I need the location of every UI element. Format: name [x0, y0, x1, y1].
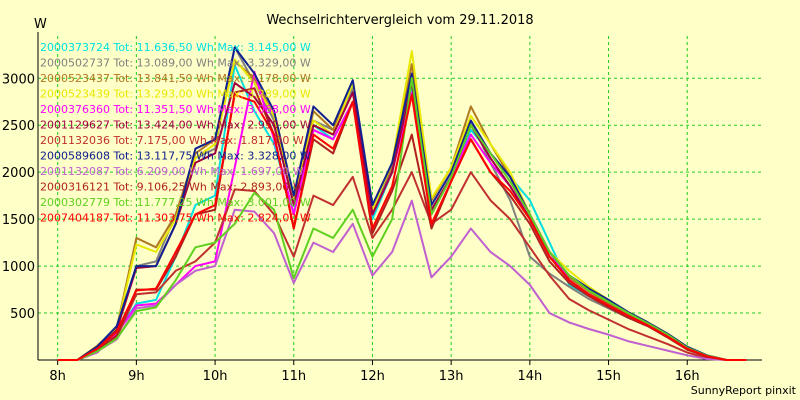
y-tick-label: 2500 [2, 119, 35, 134]
y-tick-label: 2000 [2, 166, 35, 181]
legend-entry-11: 2007404187 Tot: 11.303,75 Wh Max: 2.824,… [40, 212, 311, 225]
legend-entry-3: 2000523439 Tot: 13.293,00 Wh Max: 3.289,… [40, 88, 311, 101]
legend-entry-0: 2000373724 Tot: 11.636,50 Wh Max: 3.145,… [40, 41, 311, 54]
legend-entry-8: 2001132087 Tot: 6.209,00 Wh Max: 1.697,0… [40, 165, 304, 178]
x-tick-label: 13h [439, 369, 464, 384]
chart-title: Wechselrichtervergleich vom 29.11.2018 [266, 13, 533, 28]
x-tick-label: 16h [675, 369, 700, 384]
x-tick-label: 15h [596, 369, 621, 384]
x-tick-label: 8h [49, 369, 66, 384]
x-tick-label: 14h [517, 369, 542, 384]
series-line-6 [57, 171, 747, 361]
x-axis-ticks: 8h 9h 10h 11h 12h 13h 14h 15h 16h [49, 360, 700, 384]
x-tick-label: 12h [360, 369, 385, 384]
series-line-9 [57, 87, 747, 361]
legend-entry-2: 2000523437 Tot: 13.841,50 Wh Max: 3.178,… [40, 72, 311, 85]
y-tick-label: 1500 [2, 213, 35, 228]
series-line-10 [57, 77, 747, 361]
legend-entry-10: 2000302779 Tot: 11.777,25 Wh Max: 3.001,… [40, 196, 311, 209]
series-lines [57, 46, 747, 361]
axes [37, 32, 762, 361]
legend-entry-5: 2001129627 Tot: 13.424,00 Wh Max: 2.950,… [40, 119, 311, 132]
x-tick-label: 9h [128, 369, 145, 384]
gridlines [38, 36, 762, 360]
x-tick-label: 11h [281, 369, 306, 384]
y-tick-label: 1000 [2, 260, 35, 275]
y-axis-unit: W [34, 17, 47, 32]
legend-entry-6: 2001132036 Tot: 7.175,00 Wh Max: 1.817,0… [40, 134, 304, 147]
legend-entry-1: 2000502737 Tot: 13.089,00 Wh Max: 3.329,… [40, 57, 311, 70]
y-axis-ticks: 500 1000 1500 2000 2500 3000 [2, 72, 35, 322]
series-line-11 [57, 93, 747, 361]
y-tick-label: 500 [10, 307, 35, 322]
legend-entry-4: 2000376360 Tot: 11.351,50 Wh Max: 3.068,… [40, 103, 311, 116]
legend: 2000373724 Tot: 11.636,50 Wh Max: 3.145,… [40, 41, 311, 225]
y-tick-label: 3000 [2, 72, 35, 87]
legend-entry-7: 2000589608 Tot: 13.117,75 Wh Max: 3.328,… [40, 150, 311, 163]
legend-entry-9: 2000316121 Tot: 9.106,25 Wh Max: 2.893,0… [40, 181, 304, 194]
report-credit: SunnyReport pinxit [691, 384, 797, 397]
series-line-8 [57, 199, 747, 361]
x-tick-label: 10h [203, 369, 228, 384]
